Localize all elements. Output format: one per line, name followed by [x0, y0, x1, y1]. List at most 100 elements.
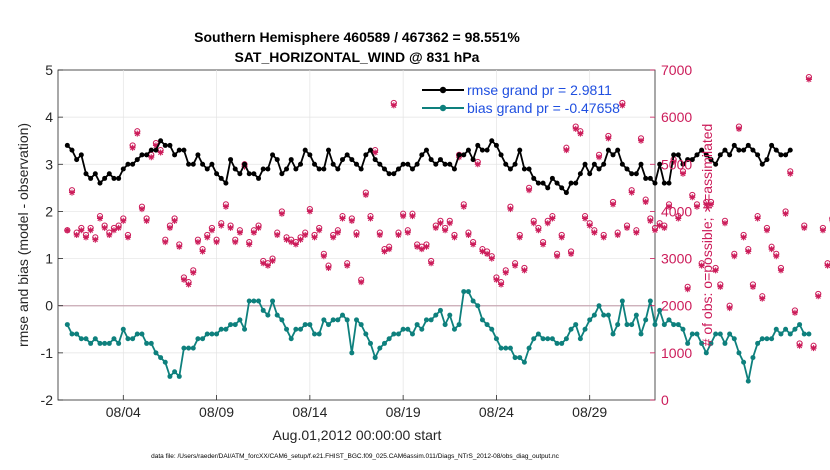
rmse-point	[288, 157, 294, 163]
y-axis-right-label: # of obs: o=possible; ∗=assimilated	[699, 124, 715, 347]
bias-point	[778, 331, 784, 337]
rmse-point	[97, 180, 103, 186]
obs-assimilated-marker	[162, 239, 169, 246]
obs-assimilated-marker	[661, 224, 668, 231]
bias-point	[764, 336, 770, 342]
obs-assimilated-marker	[194, 239, 201, 246]
rmse-point	[708, 157, 714, 163]
obs-assimilated-marker	[544, 220, 551, 227]
obs-assimilated-marker	[619, 102, 626, 109]
bias-series	[64, 289, 812, 384]
obs-assimilated-marker	[82, 234, 89, 241]
rmse-point	[125, 161, 131, 167]
legend-rmse-label: rmse grand pr = 2.9811	[467, 82, 612, 98]
bias-point	[596, 303, 602, 309]
bias-point	[549, 336, 555, 342]
obs-assimilated-marker	[64, 227, 71, 234]
bias-point	[130, 336, 136, 342]
rmse-point	[493, 142, 499, 148]
bias-point	[545, 336, 551, 342]
rmse-point	[279, 171, 285, 177]
x-tick-label: 08/29	[572, 404, 607, 420]
obs-assimilated-marker	[106, 232, 113, 238]
obs-assimilated-marker	[824, 262, 830, 269]
x-axis-label: Aug.01,2012 00:00:00 start	[273, 427, 442, 443]
bias-point	[265, 312, 271, 318]
obs-assimilated-marker	[134, 130, 141, 137]
obs-assimilated-marker	[698, 262, 705, 269]
obs-assimilated-marker	[773, 253, 780, 260]
rmse-point	[312, 161, 318, 167]
obs-assimilated-marker	[665, 203, 672, 210]
obs-assimilated-marker	[572, 125, 579, 132]
bias-point	[535, 331, 541, 337]
obs-assimilated-marker	[115, 224, 122, 231]
chart-title-line1: Southern Hemisphere 460589 / 467362 = 98…	[194, 29, 520, 45]
bias-point	[587, 317, 593, 323]
obs-assimilated-marker	[171, 217, 178, 224]
obs-assimilated-marker	[348, 217, 355, 224]
bias-point	[451, 326, 457, 332]
rmse-point	[111, 175, 117, 181]
rmse-point	[204, 166, 210, 172]
rmse-point	[293, 166, 299, 172]
bias-point	[144, 340, 150, 346]
rmse-point	[475, 142, 481, 148]
obs-assimilated-marker	[381, 248, 388, 255]
rmse-point	[535, 180, 541, 186]
y-left-tick-label: -1	[41, 345, 54, 361]
y-axis-right-ticks: 0 1000 2000 3000 4000 5000 6000 7000	[650, 62, 692, 408]
bias-point	[316, 331, 322, 337]
y-right-tick-label: 1000	[661, 345, 692, 361]
rmse-point	[722, 147, 728, 153]
rmse-point	[461, 152, 467, 158]
bias-point	[601, 312, 607, 318]
obs-assimilated-marker	[292, 241, 299, 248]
obs-assimilated-marker	[227, 224, 234, 231]
obs-assimilated-marker	[442, 227, 449, 234]
rmse-point	[167, 142, 173, 148]
rmse-point	[470, 157, 476, 163]
bias-point	[284, 326, 290, 332]
rmse-point	[256, 175, 262, 181]
bias-point	[647, 298, 653, 304]
rmse-point	[144, 152, 150, 158]
obs-assimilated-marker	[717, 283, 724, 290]
bias-point	[479, 317, 485, 323]
rmse-point	[442, 161, 448, 167]
bias-point	[456, 322, 462, 328]
bias-point	[228, 322, 234, 328]
obs-assimilated-marker	[819, 227, 826, 234]
obs-assimilated-marker	[372, 149, 379, 156]
bias-point	[624, 322, 630, 328]
bias-point	[106, 340, 112, 346]
bias-point	[181, 345, 187, 351]
obs-assimilated-marker	[78, 227, 85, 234]
rmse-point	[479, 147, 485, 153]
bias-point	[381, 340, 387, 346]
legend-rmse-marker	[439, 86, 447, 94]
bias-point	[582, 326, 588, 332]
obs-assimilated-marker	[614, 232, 621, 238]
rmse-point	[447, 161, 453, 167]
rmse-point	[386, 171, 392, 177]
obs-assimilated-marker	[218, 222, 225, 229]
rmse-point	[391, 171, 397, 177]
bias-point	[64, 322, 70, 328]
obs-assimilated-marker	[73, 232, 80, 238]
obs-assimilated-marker	[236, 229, 243, 236]
obs-assimilated-marker	[460, 203, 467, 210]
obs-assimilated-marker	[92, 236, 99, 243]
rmse-point	[759, 161, 765, 167]
bias-point	[792, 326, 798, 332]
rmse-point	[545, 185, 551, 191]
bias-point	[801, 331, 807, 337]
obs-assimilated-marker	[320, 253, 327, 260]
rmse-point	[116, 175, 122, 181]
obs-assimilated-marker	[353, 232, 360, 238]
rmse-point	[130, 161, 136, 167]
rmse-point	[120, 166, 126, 172]
bias-point	[437, 307, 443, 313]
obs-assimilated-marker	[143, 217, 150, 224]
